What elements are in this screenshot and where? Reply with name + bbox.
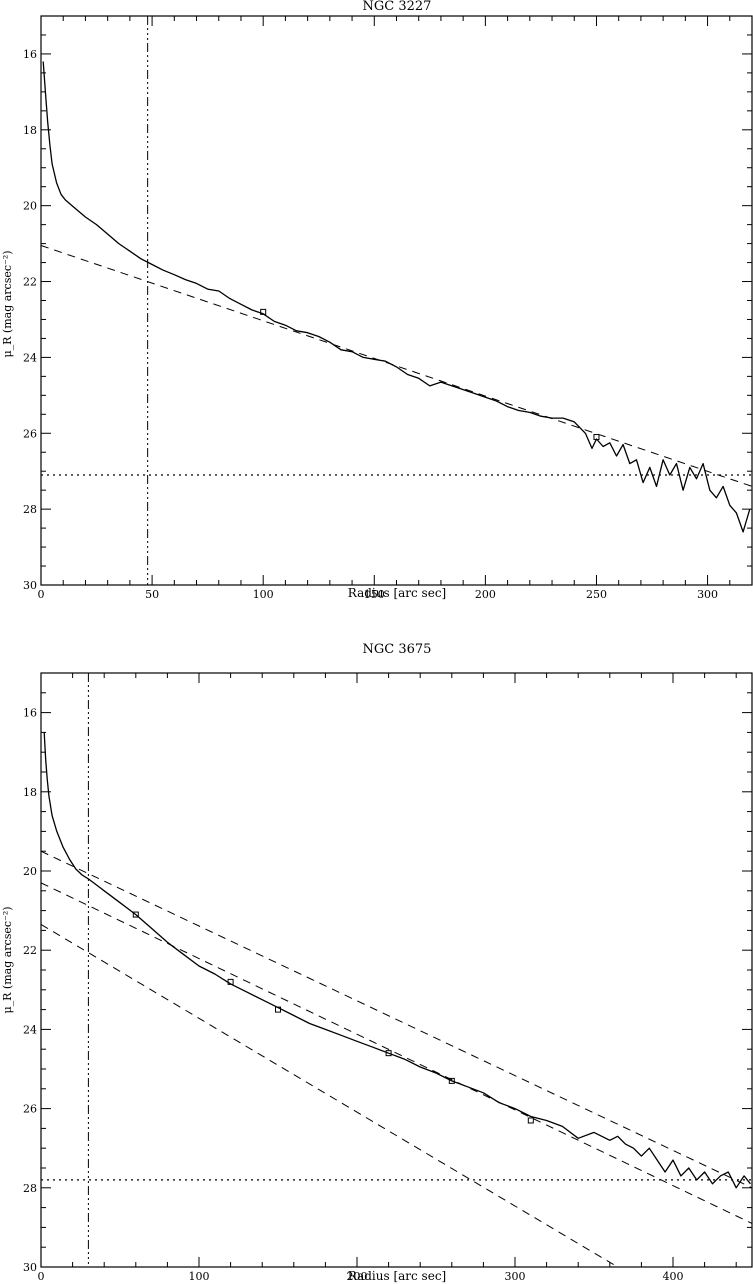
y-axis-label-ngc-3227: μ_R (mag arcsec⁻²) xyxy=(1,250,14,357)
panel-ngc-3227: NGC 3227 Radius [arc sec] μ_R (mag arcse… xyxy=(1,0,753,601)
y-tick-label: 20 xyxy=(23,200,37,213)
x-tick-label: 400 xyxy=(663,1270,684,1283)
y-tick-label: 16 xyxy=(23,48,37,61)
surface-brightness-profile xyxy=(42,61,751,533)
y-tick-label: 16 xyxy=(23,707,37,720)
y-tick-label: 26 xyxy=(23,427,37,440)
ticks-ngc-3675: 0 100 200 300 400 16 18 20 22 24 26 28 30 xyxy=(23,672,752,1283)
disk-fit-line-3 xyxy=(40,924,618,1268)
y-tick-label: 28 xyxy=(23,503,37,516)
y-axis-label-ngc-3675: μ_R (mag arcsec⁻²) xyxy=(1,906,14,1013)
fit-point-marker xyxy=(593,434,600,441)
plot-content-ngc-3227 xyxy=(40,16,753,585)
x-tick-label: 300 xyxy=(505,1270,526,1283)
y-tick-label: 28 xyxy=(23,1182,37,1195)
plot-frame-ngc-3675 xyxy=(40,672,753,1268)
y-tick-label: 22 xyxy=(23,944,37,957)
ticks-ngc-3227: 0 50 100 150 200 250 300 16 18 20 22 24 26 28 30 xyxy=(23,15,753,601)
fit-point-marker xyxy=(275,1006,281,1013)
fit-point-marker xyxy=(227,978,234,985)
fit-point-marker xyxy=(448,1077,455,1084)
y-tick-label: 18 xyxy=(23,786,37,799)
x-tick-label: 100 xyxy=(189,1270,210,1283)
x-tick-label: 200 xyxy=(347,1270,368,1283)
x-tick-label: 100 xyxy=(253,588,274,601)
x-axis-label-ngc-3227: Radius [arc sec] xyxy=(348,586,446,600)
y-tick-label: 18 xyxy=(23,124,37,137)
fit-point-marker xyxy=(527,1117,534,1124)
chart-title-ngc-3227: NGC 3227 xyxy=(363,0,432,14)
y-tick-label: 22 xyxy=(23,276,37,289)
x-tick-label: 250 xyxy=(586,588,607,601)
y-tick-label: 26 xyxy=(23,1103,37,1116)
x-tick-label: 0 xyxy=(38,1270,45,1283)
y-tick-label: 20 xyxy=(23,865,37,878)
y-tick-label: 24 xyxy=(23,351,37,364)
x-tick-label: 150 xyxy=(364,588,385,601)
x-axis-label-ngc-3675: Radius [arc sec] xyxy=(348,1269,446,1283)
plot-content-ngc-3675 xyxy=(40,673,753,1268)
disk-fit-line-2 xyxy=(40,882,753,1224)
x-tick-label: 50 xyxy=(145,588,159,601)
fit-point-marker xyxy=(385,1050,392,1057)
x-tick-label: 200 xyxy=(475,588,496,601)
chart-title-ngc-3675: NGC 3675 xyxy=(363,642,432,657)
x-tick-label: 300 xyxy=(697,588,718,601)
surface-brightness-profile xyxy=(43,732,751,1189)
x-tick-label: 0 xyxy=(38,588,45,601)
y-tick-label: 30 xyxy=(23,1261,37,1274)
fit-point-marker xyxy=(260,308,267,315)
fit-point-marker xyxy=(132,911,139,918)
y-tick-label: 24 xyxy=(23,1023,37,1036)
panel-ngc-3675: NGC 3675 Radius [arc sec] μ_R (mag arcse… xyxy=(1,642,753,1283)
y-tick-label: 30 xyxy=(23,579,37,592)
disk-fit-line-1 xyxy=(40,850,753,1189)
